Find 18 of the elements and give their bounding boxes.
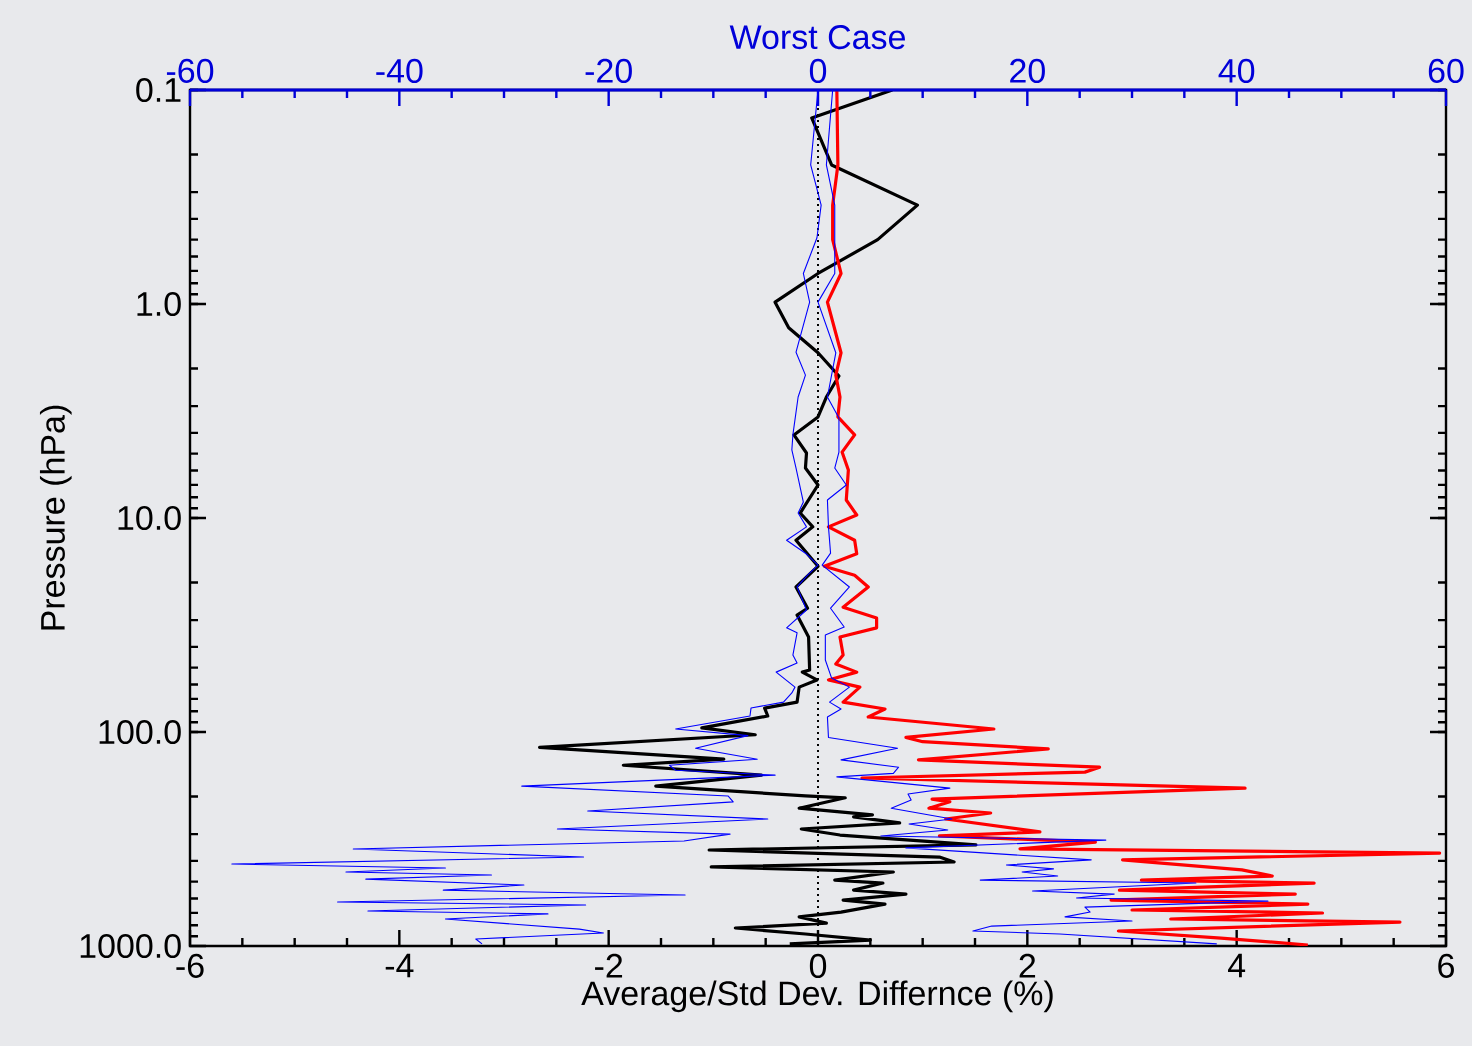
x2-tick-label: -40 [376,58,423,83]
x-tick-label: -2 [595,953,623,978]
y-tick-label: 100.0 [99,719,181,745]
x2-tick-label: 60 [1428,58,1464,83]
y-tick-label: 1.0 [137,291,181,317]
x-tick-label: 2 [1019,953,1036,978]
y-tick-label: 10.0 [118,505,181,531]
x2-axis-title: Worst Case [729,25,905,50]
x-tick-label: 4 [1228,953,1246,978]
x-tick-label: 0 [809,953,827,978]
y-axis-title: Pressure (hPa) [39,405,72,630]
x-tick-label: 6 [1438,953,1454,978]
x-axis-title: Average/Std Dev. Differnce (%) [581,980,1053,1013]
x2-tick-label: 0 [809,58,827,83]
x2-tick-label: 40 [1218,58,1255,83]
x-tick-label: -4 [385,953,414,978]
x2-tick-label: -20 [585,58,632,83]
x2-tick-label: 20 [1010,58,1045,83]
